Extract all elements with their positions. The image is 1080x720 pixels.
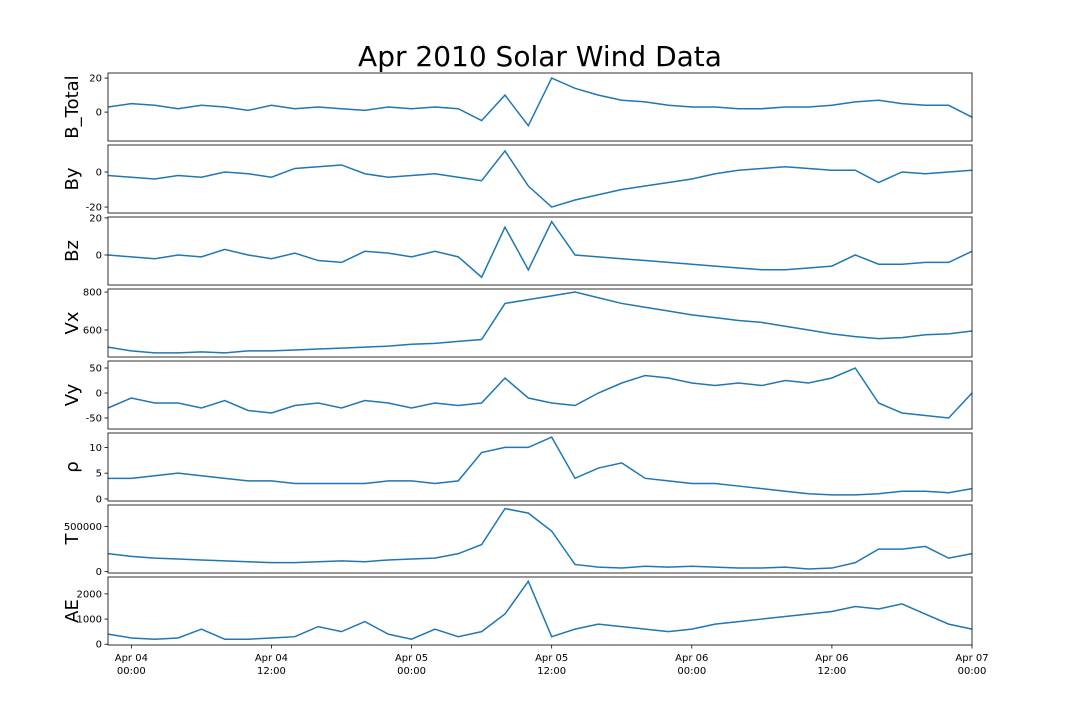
x-tick-label-line: 12:00: [257, 666, 286, 677]
x-tick-label: Apr 04 12:00: [255, 653, 288, 677]
y-axis-label: AE: [62, 599, 83, 623]
data-line: [107, 291, 973, 354]
y-axis-label: Vx: [62, 311, 83, 334]
axes-frame: [107, 288, 973, 358]
x-tick-label-line: Apr 05: [535, 653, 568, 664]
x-tick-label-line: 12:00: [817, 666, 846, 677]
x-tick-label: Apr 06 00:00: [675, 653, 708, 677]
y-tick-label: 500000: [64, 522, 102, 533]
y-tick-label: 0: [96, 640, 102, 651]
x-tick-label-line: Apr 05: [395, 653, 428, 664]
y-tick-label: 0: [96, 167, 102, 178]
y-axis-label: Bz: [62, 240, 83, 262]
y-tick-label: -20: [86, 203, 102, 214]
x-tick-label-line: 00:00: [677, 666, 706, 677]
y-tick-label: 50: [89, 364, 102, 375]
axes-frame: [107, 72, 973, 142]
axes-frame: [107, 360, 973, 430]
axes-frame: [107, 144, 973, 214]
y-tick-label: 2000: [77, 589, 102, 600]
x-tick-label: Apr 06 12:00: [815, 653, 848, 677]
y-tick-label: 0: [96, 108, 102, 119]
y-axis-label: By: [62, 167, 83, 190]
y-axis-label: B_Total: [62, 75, 83, 138]
y-tick-label: 0: [96, 494, 102, 505]
x-tick-label-line: Apr 07: [955, 653, 988, 664]
y-tick-label: 10: [89, 443, 102, 454]
y-tick-label: 0: [96, 250, 102, 261]
data-line: [107, 579, 973, 640]
x-tick-label-line: Apr 06: [675, 653, 708, 664]
data-line: [107, 507, 973, 570]
y-tick-label: 800: [83, 288, 102, 299]
y-axis-label: ρ: [62, 461, 83, 472]
y-tick-label: 5: [96, 469, 102, 480]
chart-title: Apr 2010 Solar Wind Data: [358, 40, 722, 73]
y-axis-label: T: [62, 533, 83, 546]
y-axis-label: Vy: [62, 383, 83, 406]
data-line: [107, 367, 973, 419]
x-tick-label-line: Apr 06: [815, 653, 848, 664]
axes-frame: [107, 576, 973, 646]
y-tick-label: 1000: [77, 615, 102, 626]
x-tick-label-line: 00:00: [397, 666, 426, 677]
axes-frame: [107, 432, 973, 502]
data-line: [107, 220, 973, 279]
x-tick-label: Apr 07 00:00: [955, 653, 988, 677]
data-line: [107, 77, 973, 128]
x-tick-label-line: 00:00: [958, 666, 987, 677]
axes-frame: [107, 216, 973, 286]
y-tick-label: 20: [89, 213, 102, 224]
y-tick-label: 600: [83, 326, 102, 337]
x-tick-label: Apr 05 00:00: [395, 653, 428, 677]
x-tick-label: Apr 05 12:00: [535, 653, 568, 677]
y-tick-label: 0: [96, 567, 102, 578]
y-tick-label: -50: [86, 414, 102, 425]
x-tick-label-line: Apr 04: [115, 653, 148, 664]
data-line: [107, 149, 973, 208]
y-tick-label: 0: [96, 389, 102, 400]
data-line: [108, 436, 973, 496]
axes-frame: [107, 504, 973, 574]
x-tick-label-line: 00:00: [117, 666, 146, 677]
x-tick-label: Apr 04 00:00: [115, 653, 148, 677]
y-tick-label: 20: [89, 74, 102, 85]
x-tick-label-line: Apr 04: [255, 653, 288, 664]
x-tick-label-line: 12:00: [537, 666, 566, 677]
